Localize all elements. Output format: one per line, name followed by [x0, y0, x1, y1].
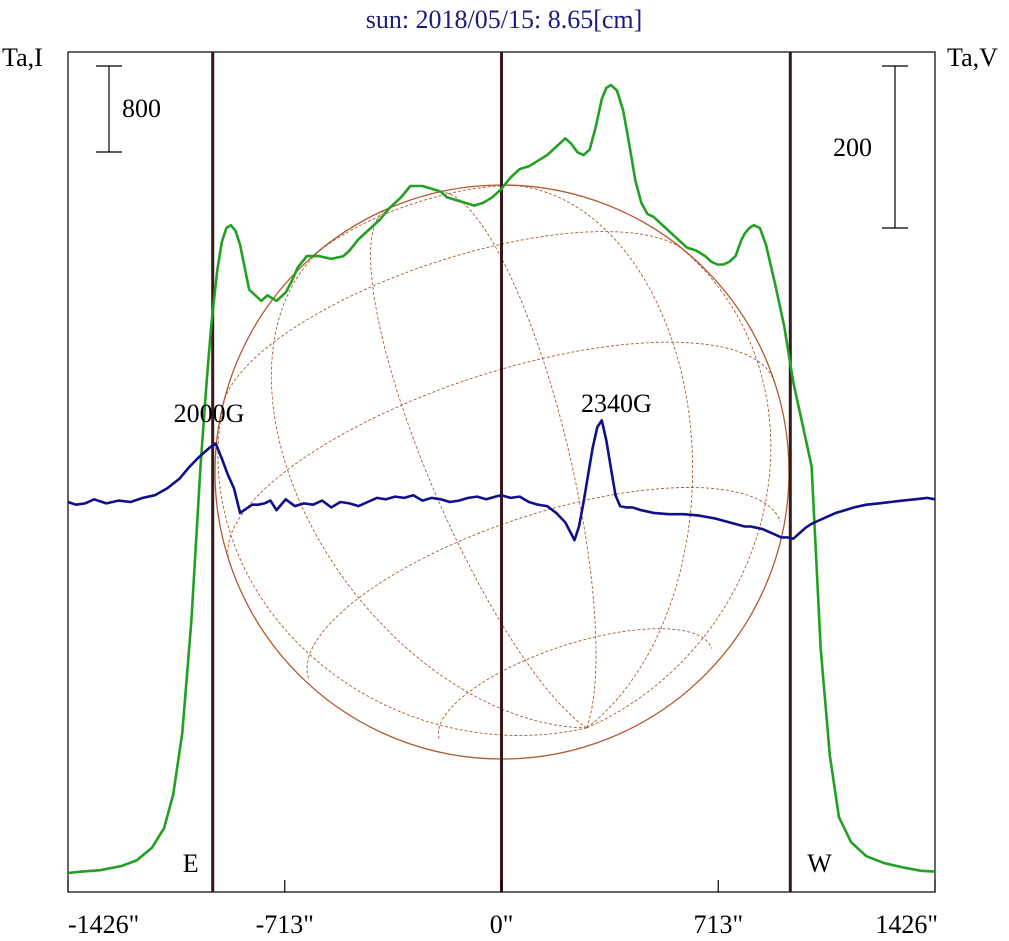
longitude-grid-line — [586, 238, 772, 729]
right-axis-label: Ta,V — [947, 43, 998, 72]
x-tick-label: 1426" — [875, 910, 938, 939]
chart-title: sun: 2018/05/15: 8.65[cm] — [366, 5, 643, 34]
annotations: 2000G 2340G — [174, 389, 652, 428]
x-tick-label: 0" — [490, 910, 514, 939]
latitude-grid-line — [437, 628, 713, 739]
right-scale-bar — [882, 65, 908, 229]
peak-annotation: 2000G — [174, 399, 245, 428]
intensity-series-line — [67, 83, 936, 875]
latitude-grid-line — [224, 231, 681, 399]
longitude-grid-line — [370, 208, 588, 729]
left-scale-bar-label: 800 — [122, 94, 161, 123]
longitude-grid-line — [437, 191, 597, 729]
peak-annotation: 2340G — [581, 389, 652, 418]
x-tick-label: 713" — [693, 910, 743, 939]
longitude-grid-line — [217, 385, 587, 736]
longitude-grid-line — [270, 248, 587, 729]
latitude-grid-line — [306, 487, 781, 679]
x-tick-label: -713" — [256, 910, 314, 939]
x-tick-label: -1426" — [68, 910, 139, 939]
series-lines — [67, 83, 936, 875]
left-axis-label: Ta,I — [2, 43, 43, 72]
right-scale-bar-label: 200 — [833, 133, 872, 162]
polarization-series-line — [67, 419, 936, 542]
limb-marker-label: E — [183, 849, 199, 878]
longitude-grid-line — [513, 184, 694, 729]
latitude-grid-line — [227, 341, 775, 563]
x-axis: -1426" -713" 0" 713" 1426" — [67, 880, 938, 939]
limb-marker-label: W — [807, 849, 832, 878]
left-scale-bar — [96, 65, 122, 153]
latitude-grid-line — [316, 184, 520, 254]
